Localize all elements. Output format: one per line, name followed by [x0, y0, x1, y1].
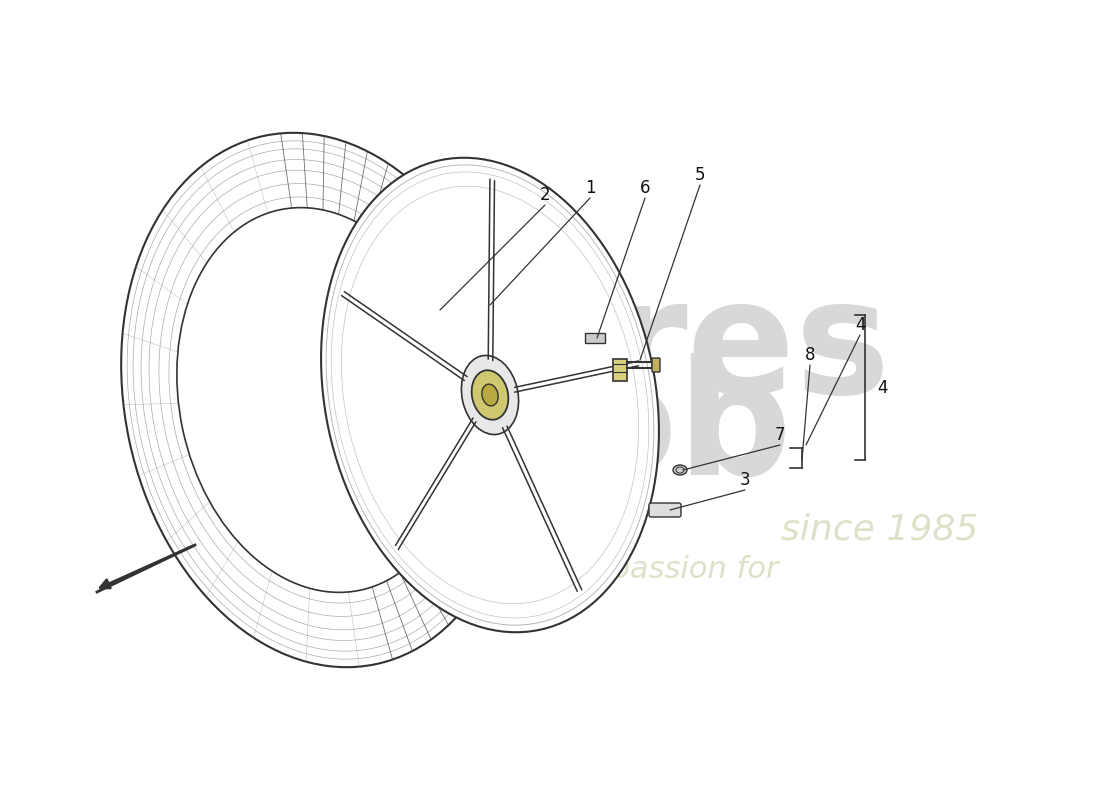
Ellipse shape: [673, 465, 688, 475]
FancyBboxPatch shape: [652, 358, 660, 372]
Ellipse shape: [177, 208, 463, 592]
Text: res: res: [609, 273, 891, 427]
Text: 3: 3: [739, 471, 750, 489]
Text: 4: 4: [877, 379, 888, 397]
Bar: [585, 333, 605, 343]
Text: 5: 5: [695, 166, 705, 184]
Text: eurob: eurob: [267, 353, 792, 507]
FancyBboxPatch shape: [613, 359, 627, 381]
Text: 2: 2: [540, 186, 550, 204]
Text: 8: 8: [805, 346, 815, 364]
Text: 7: 7: [774, 426, 785, 444]
Text: 1: 1: [585, 179, 595, 197]
Text: 6: 6: [640, 179, 650, 197]
Text: 4: 4: [855, 316, 866, 334]
Ellipse shape: [482, 384, 498, 406]
Ellipse shape: [461, 355, 518, 434]
FancyBboxPatch shape: [649, 503, 681, 517]
Ellipse shape: [121, 133, 519, 667]
Ellipse shape: [321, 158, 659, 632]
Ellipse shape: [472, 370, 508, 420]
Text: since 1985: since 1985: [781, 513, 979, 547]
Text: a passion for: a passion for: [582, 555, 779, 585]
